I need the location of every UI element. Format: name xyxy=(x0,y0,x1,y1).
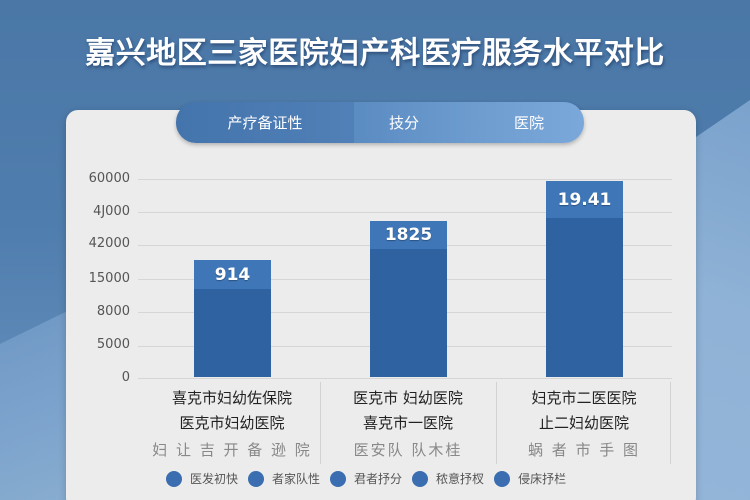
y-tick: 42000 xyxy=(88,236,130,251)
legend-item[interactable]: 侵床抒栏 xyxy=(494,470,566,487)
bar-value-label: 914 xyxy=(194,260,271,289)
category-subname: 医克市妇幼医院 xyxy=(179,414,285,432)
category-note: 医安队 队木桂 xyxy=(353,441,463,459)
bar-hospital-1[interactable]: 914 xyxy=(194,260,271,377)
bar-hospital-3[interactable]: 19.41 xyxy=(546,181,623,377)
category-label-2: 医克市 妇幼医院 喜克市一医院 医安队 队木桂 xyxy=(320,386,496,464)
page-title: 嘉兴地区三家医院妇产科医疗服务水平对比 xyxy=(85,36,665,71)
legend-label: 侵床抒栏 xyxy=(518,472,567,486)
bar-value-label: 19.41 xyxy=(546,181,623,218)
category-divider xyxy=(670,382,671,464)
category-name: 妇克市二医医院 xyxy=(531,389,637,407)
tab-medical-evidence[interactable]: 产疗备证性 xyxy=(176,102,354,143)
y-tick: 8000 xyxy=(96,304,130,319)
y-tick: 0 xyxy=(121,370,130,385)
gridline xyxy=(138,179,672,180)
category-subname: 喜克市一医院 xyxy=(362,414,453,432)
legend-label: 医发初快 xyxy=(190,472,239,486)
legend-item[interactable]: 者家队性 xyxy=(248,470,320,487)
tab-bar: 产疗备证性 技分 医院 xyxy=(176,102,584,143)
gridline xyxy=(138,212,672,213)
gridline-baseline xyxy=(138,378,672,379)
legend-dot-icon xyxy=(248,470,265,487)
y-tick: 4J000 xyxy=(93,204,130,219)
legend-dot-icon xyxy=(412,470,429,487)
legend-label: 君者抒分 xyxy=(354,472,403,486)
legend-label: 者家队性 xyxy=(272,472,321,486)
y-tick: 15000 xyxy=(88,271,130,286)
legend-item[interactable]: 医发初快 xyxy=(166,470,238,487)
legend-dot-icon xyxy=(494,470,511,487)
legend: 医发初快 者家队性 君者抒分 秾意抒杈 侵床抒栏 xyxy=(166,470,566,487)
category-divider xyxy=(320,382,321,464)
legend-dot-icon xyxy=(330,470,347,487)
y-tick: 60000 xyxy=(88,171,130,186)
legend-label: 秾意抒杈 xyxy=(436,472,485,486)
category-subname: 止二妇幼医院 xyxy=(538,414,629,432)
category-name: 喜克市妇幼佐保院 xyxy=(171,389,292,407)
category-label-1: 喜克市妇幼佐保院 医克市妇幼医院 妇 让 吉 开 备 逊 院 xyxy=(144,386,320,464)
category-label-3: 妇克市二医医院 止二妇幼医院 蜗 者 市 手 图 xyxy=(496,386,672,464)
category-note: 蜗 者 市 手 图 xyxy=(527,441,641,459)
legend-item[interactable]: 君者抒分 xyxy=(330,470,402,487)
bar-value-label: 1825 xyxy=(370,221,447,249)
category-note: 妇 让 吉 开 备 逊 院 xyxy=(152,441,312,459)
tab-score[interactable]: 技分 xyxy=(388,114,419,132)
tab-hospital[interactable]: 医院 xyxy=(513,114,544,132)
legend-dot-icon xyxy=(166,470,182,487)
legend-item[interactable]: 秾意抒杈 xyxy=(412,470,484,487)
category-name: 医克市 妇幼医院 xyxy=(353,389,463,407)
y-tick: 5000 xyxy=(96,337,130,352)
bar-hospital-2[interactable]: 1825 xyxy=(370,221,447,377)
category-divider xyxy=(496,382,497,464)
